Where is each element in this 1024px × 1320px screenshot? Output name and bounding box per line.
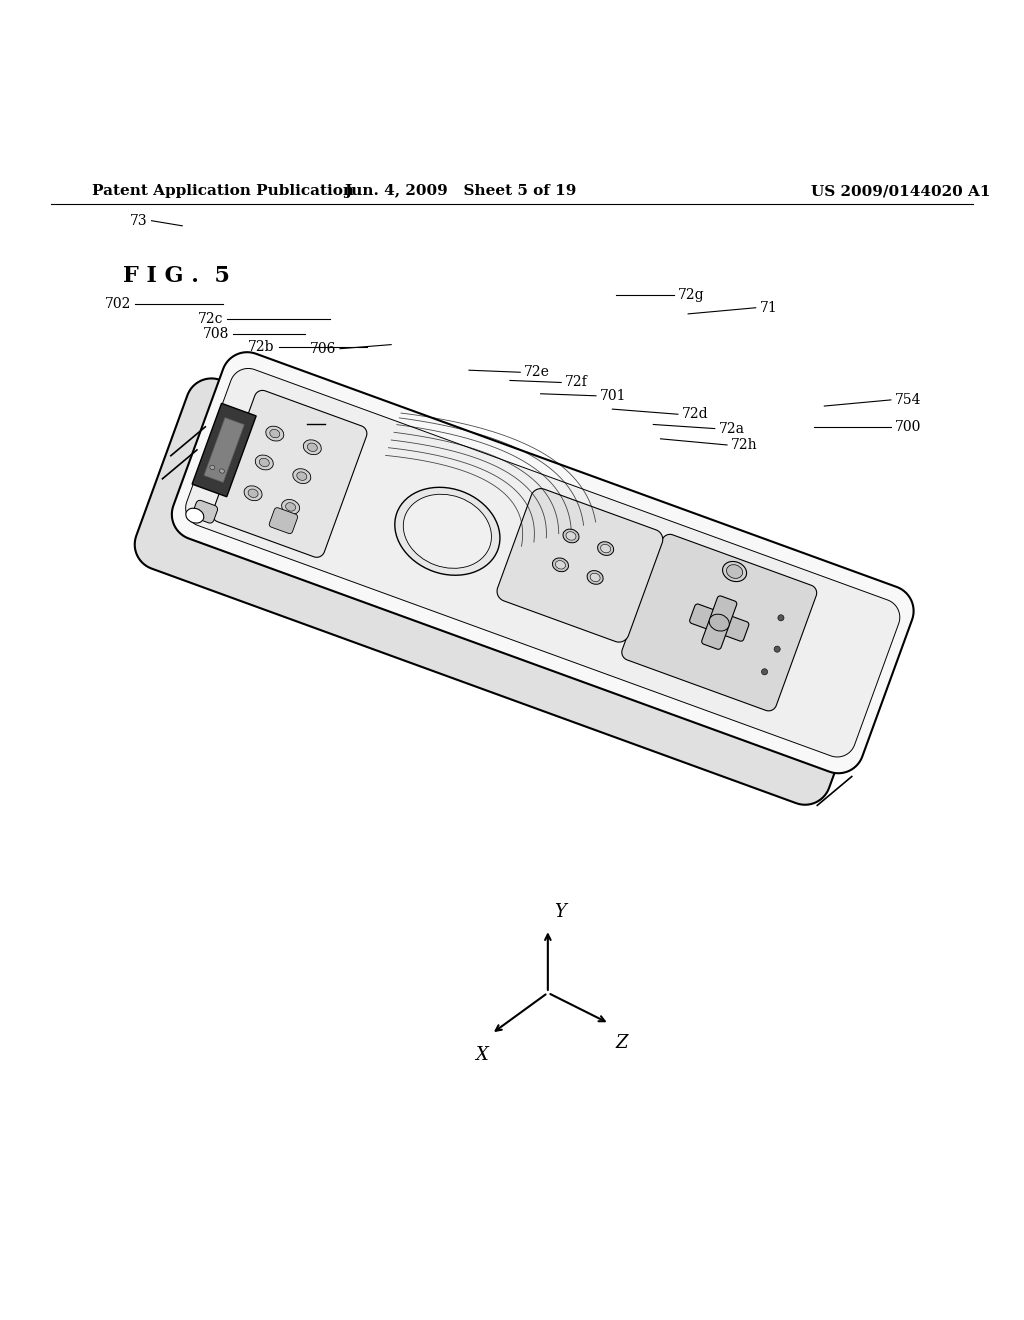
Ellipse shape [307, 444, 317, 451]
Ellipse shape [219, 469, 224, 473]
Ellipse shape [727, 565, 742, 578]
Ellipse shape [282, 499, 300, 515]
Ellipse shape [566, 532, 575, 540]
Polygon shape [269, 508, 298, 533]
Text: 702: 702 [104, 297, 131, 310]
Ellipse shape [598, 541, 613, 556]
Polygon shape [204, 417, 245, 482]
Text: 72e: 72e [524, 366, 550, 379]
Text: 706: 706 [309, 342, 336, 355]
Ellipse shape [259, 458, 269, 467]
Ellipse shape [266, 426, 284, 441]
Text: 72b: 72b [248, 339, 274, 354]
Text: X: X [475, 1045, 487, 1064]
Ellipse shape [269, 429, 280, 438]
Ellipse shape [553, 558, 568, 572]
Text: 72d: 72d [682, 408, 709, 421]
Polygon shape [172, 352, 913, 774]
Text: Y: Y [554, 903, 566, 921]
Ellipse shape [293, 469, 311, 483]
Text: 7: 7 [309, 405, 319, 420]
Ellipse shape [303, 440, 322, 454]
Text: 700: 700 [895, 420, 922, 433]
Text: 72h: 72h [731, 438, 758, 451]
Text: Z: Z [615, 1034, 628, 1052]
Ellipse shape [710, 614, 729, 631]
Ellipse shape [403, 494, 492, 569]
Text: Jun. 4, 2009   Sheet 5 of 19: Jun. 4, 2009 Sheet 5 of 19 [345, 183, 577, 198]
Ellipse shape [395, 487, 500, 576]
Circle shape [774, 645, 780, 652]
Ellipse shape [297, 471, 307, 480]
Text: 754: 754 [895, 393, 922, 407]
Polygon shape [497, 488, 663, 642]
Text: 72g: 72g [678, 289, 705, 302]
Ellipse shape [210, 466, 215, 470]
Ellipse shape [255, 455, 273, 470]
Ellipse shape [590, 573, 600, 582]
Ellipse shape [244, 486, 262, 500]
Text: 708: 708 [203, 327, 229, 342]
Polygon shape [193, 404, 256, 496]
Text: Patent Application Publication: Patent Application Publication [92, 183, 354, 198]
Polygon shape [212, 391, 367, 557]
Text: 72c: 72c [198, 312, 223, 326]
Polygon shape [135, 379, 882, 805]
Text: 72a: 72a [719, 421, 744, 436]
Text: 71: 71 [760, 301, 777, 314]
Polygon shape [701, 595, 736, 649]
Ellipse shape [601, 544, 610, 553]
Text: 73: 73 [130, 214, 147, 228]
Ellipse shape [248, 488, 258, 498]
Ellipse shape [185, 508, 204, 523]
Polygon shape [690, 605, 749, 642]
Text: F I G .  5: F I G . 5 [123, 265, 229, 286]
Text: 72f: 72f [565, 375, 588, 389]
Polygon shape [185, 368, 900, 756]
Text: 701: 701 [600, 389, 627, 403]
Ellipse shape [286, 503, 296, 511]
Polygon shape [622, 535, 817, 711]
Ellipse shape [723, 561, 746, 582]
Polygon shape [193, 500, 217, 523]
Ellipse shape [563, 529, 579, 543]
Text: US 2009/0144020 A1: US 2009/0144020 A1 [811, 183, 991, 198]
Ellipse shape [555, 561, 565, 569]
Circle shape [778, 615, 784, 620]
Circle shape [762, 669, 768, 675]
Ellipse shape [587, 570, 603, 585]
